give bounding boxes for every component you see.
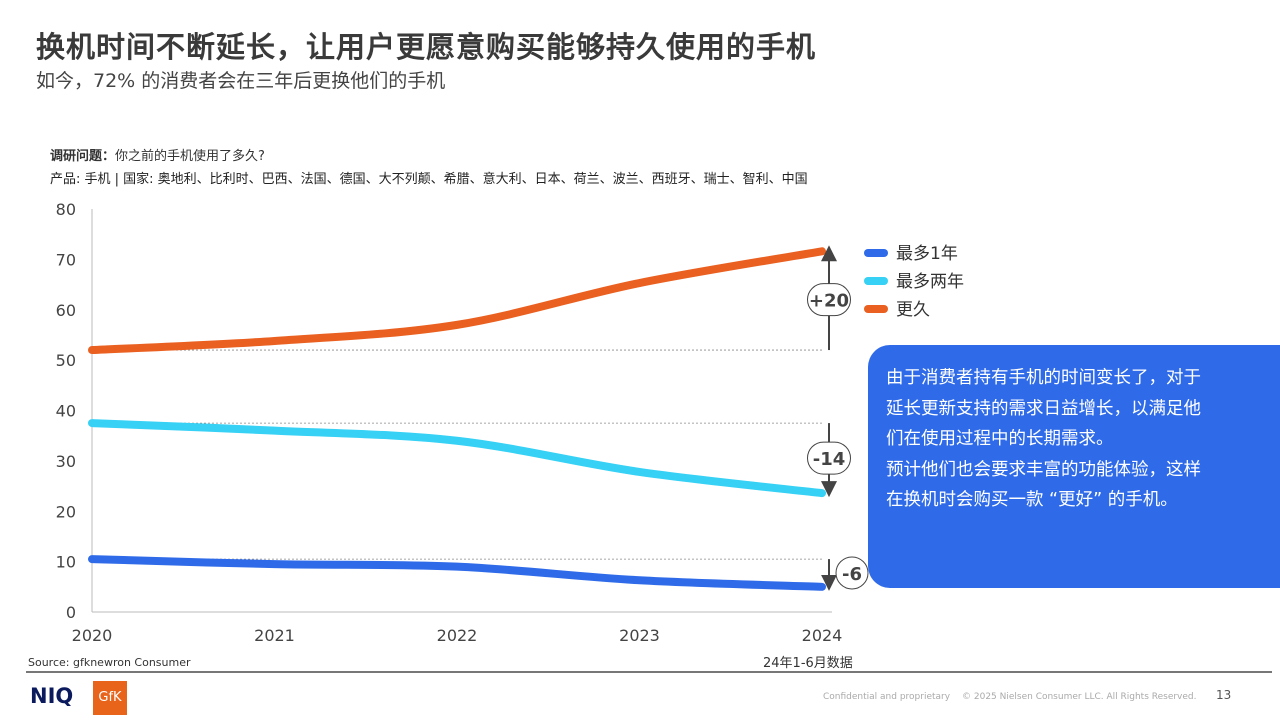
change-label: +20 — [809, 291, 849, 312]
legend-label: 最多1年 — [896, 244, 958, 264]
y-tick-label: 80 — [56, 200, 76, 219]
change-label: -14 — [813, 449, 846, 470]
confidential-note: Confidential and proprietary — [823, 692, 951, 702]
callout-line: 预计他们也会要求丰富的功能体验，这样 — [886, 459, 1201, 480]
source-note: Source: gfknewron Consumer — [28, 656, 191, 669]
x-tick-label: 2022 — [437, 626, 478, 645]
x-tick-label: 2023 — [619, 626, 660, 645]
legend-label: 更久 — [896, 300, 930, 320]
niq-logo: NIQ — [30, 684, 74, 708]
footer-divider — [26, 671, 1272, 673]
y-tick-label: 70 — [56, 250, 76, 269]
series-line — [88, 247, 826, 355]
change-label: -6 — [842, 564, 862, 585]
y-tick-label: 50 — [56, 351, 76, 370]
page-subtitle: 如今，72% 的消费者会在三年后更换他们的手机 — [36, 70, 446, 92]
x-tick-label: 2024 — [802, 626, 843, 645]
series-line — [88, 555, 826, 591]
callout-line: 延长更新支持的需求日益增长，以满足他 — [886, 398, 1201, 419]
page-number: 13 — [1216, 688, 1232, 702]
callout-line: 由于消费者持有手机的时间变长了，对于 — [886, 368, 1201, 388]
survey-question: 调研问题：你之前的手机使用了多久? — [50, 145, 265, 164]
series-line — [88, 419, 826, 498]
x-tick-label: 2020 — [72, 626, 113, 645]
y-tick-label: 0 — [66, 603, 76, 622]
y-tick-label: 10 — [56, 553, 76, 572]
question-label: 调研问题： — [50, 149, 116, 164]
y-tick-label: 60 — [56, 301, 76, 320]
product-countries: 产品: 手机 | 国家: 奥地利、比利时、巴西、法国、德国、大不列颠、希腊、意大… — [50, 172, 808, 187]
legend-label: 最多两年 — [896, 272, 964, 292]
page-title: 换机时间不断延长，让用户更愿意购买能够持久使用的手机 — [36, 30, 817, 64]
insight-callout: 由于消费者持有手机的时间变长了，对于 延长更新支持的需求日益增长，以满足他 们在… — [868, 345, 1280, 588]
x-axis-note: 24年1-6月数据 — [763, 656, 853, 671]
y-tick-label: 30 — [56, 452, 76, 471]
change-badge — [835, 556, 869, 590]
copyright: © 2025 Nielsen Consumer LLC. All Rights … — [962, 692, 1197, 702]
x-tick-label: 2021 — [254, 626, 295, 645]
callout-line: 们在使用过程中的长期需求。 — [886, 429, 1114, 449]
gfk-logo: GfK — [93, 681, 127, 715]
question-text: 你之前的手机使用了多久? — [115, 149, 265, 164]
change-badge — [807, 283, 851, 317]
callout-line: 在换机时会购买一款 “更好” 的手机。 — [886, 490, 1178, 510]
y-tick-label: 20 — [56, 502, 76, 521]
y-tick-label: 40 — [56, 402, 76, 421]
change-badge — [807, 441, 851, 475]
